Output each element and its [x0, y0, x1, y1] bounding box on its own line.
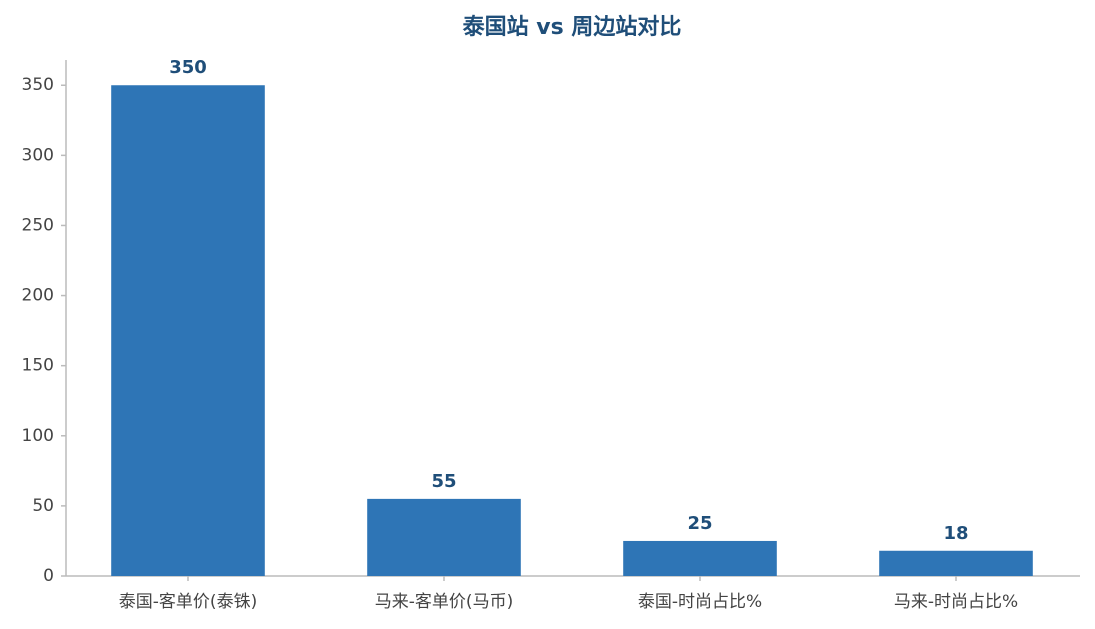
x-tick-label: 马来-客单价(马币) — [375, 592, 513, 612]
value-label: 55 — [431, 471, 456, 492]
bar — [879, 550, 1033, 576]
bar — [623, 540, 777, 576]
y-tick-label: 200 — [22, 286, 54, 306]
y-tick-label: 350 — [22, 75, 54, 95]
chart-title: 泰国站 vs 周边站对比 — [462, 15, 682, 40]
y-tick-label: 250 — [22, 215, 54, 235]
y-tick-label: 50 — [32, 496, 54, 516]
y-tick-label: 0 — [43, 566, 54, 586]
y-tick-label: 150 — [22, 356, 54, 376]
x-tick-label: 泰国-客单价(泰铢) — [119, 592, 257, 612]
value-label: 18 — [943, 523, 968, 544]
value-label: 350 — [169, 57, 207, 78]
bar — [367, 498, 521, 576]
y-tick-label: 100 — [22, 426, 54, 446]
value-label: 25 — [687, 513, 712, 534]
y-tick-label: 300 — [22, 145, 54, 165]
x-tick-label: 泰国-时尚占比% — [638, 592, 762, 612]
x-tick-label: 马来-时尚占比% — [894, 592, 1018, 612]
bar — [111, 85, 265, 576]
